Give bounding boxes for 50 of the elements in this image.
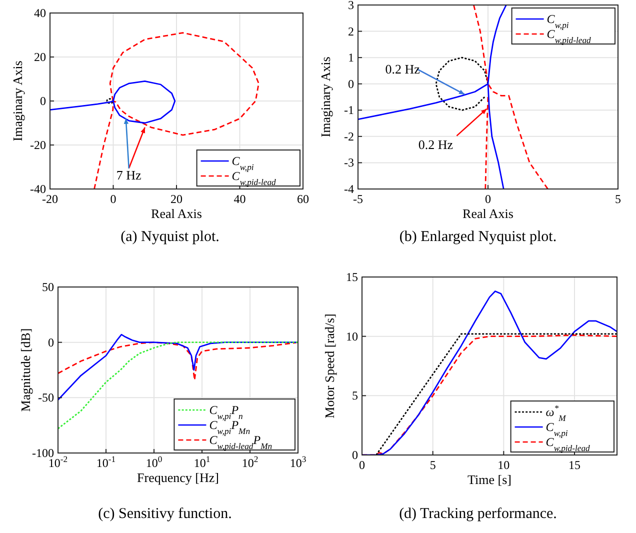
annotation: 7 Hz <box>116 167 142 182</box>
x-tick-label: 10$^{0}$ <box>146 454 162 470</box>
y-tick-label: 10 <box>346 329 358 344</box>
y-tick-label: -4 <box>344 182 354 196</box>
y-tick-label: -50 <box>38 390 54 405</box>
x-axis-title: Time [s] <box>468 472 512 487</box>
y-tick-label: -100 <box>32 446 54 460</box>
text: (a) Nyquist plot. <box>120 229 220 245</box>
annotation: 0.2 Hz <box>418 136 454 152</box>
x-tick-label: -5 <box>353 192 363 206</box>
y-tick-label: 0 <box>348 76 354 91</box>
y-tick-label: -3 <box>344 156 354 170</box>
y-tick-label: -2 <box>344 129 354 144</box>
x-tick-label: 40 <box>234 192 246 206</box>
x-tick-label: 10$^{-1}$ <box>96 454 116 470</box>
text: (d) Tracking performance. <box>399 506 557 522</box>
x-axis-title: Real Axis <box>151 206 202 221</box>
y-axis-title: Motor Speed [rad/s] <box>322 314 337 418</box>
y-tick-label: 0 <box>40 94 46 108</box>
x-tick-label: 15 <box>568 458 580 472</box>
y-tick-label: -20 <box>30 138 46 152</box>
x-tick-label: 5 <box>430 458 436 472</box>
y-tick-label: 0 <box>48 335 54 350</box>
y-axis-title: Magnitude [dB] <box>18 328 33 412</box>
x-axis-title: Frequency [Hz] <box>137 470 219 485</box>
y-tick-label: 40 <box>34 6 46 20</box>
y-tick-label: -40 <box>30 182 46 196</box>
y-tick-label: 5 <box>352 388 358 403</box>
y-tick-label: 20 <box>34 50 46 64</box>
x-tick-label: 0 <box>110 192 116 206</box>
x-tick-label: 0 <box>485 192 491 206</box>
y-tick-label: 3 <box>348 0 354 12</box>
y-tick-label: 15 <box>346 270 358 284</box>
y-tick-label: 1 <box>348 50 354 65</box>
x-tick-label: 5 <box>615 192 621 206</box>
x-tick-label: 10$^{3}$ <box>290 454 306 470</box>
x-tick-label: 20 <box>170 192 182 206</box>
text: (b) Enlarged Nyquist plot. <box>399 229 557 245</box>
x-tick-label: 10$^{2}$ <box>242 454 258 470</box>
x-tick-label: 60 <box>297 192 309 206</box>
annotation: 0.2 Hz <box>385 61 420 76</box>
text: (c) Sensitivy function. <box>98 506 232 522</box>
x-axis-title: Real Axis <box>462 206 514 221</box>
y-axis-title: Imaginary Axis <box>318 56 333 138</box>
x-tick-label: 10$^{1}$ <box>194 454 210 470</box>
y-tick-label: 2 <box>348 24 354 38</box>
y-tick-label: -1 <box>344 103 354 118</box>
x-tick-label: 10 <box>498 458 510 472</box>
y-axis-title: Imaginary Axis <box>10 60 25 142</box>
y-tick-label: 50 <box>42 280 54 294</box>
